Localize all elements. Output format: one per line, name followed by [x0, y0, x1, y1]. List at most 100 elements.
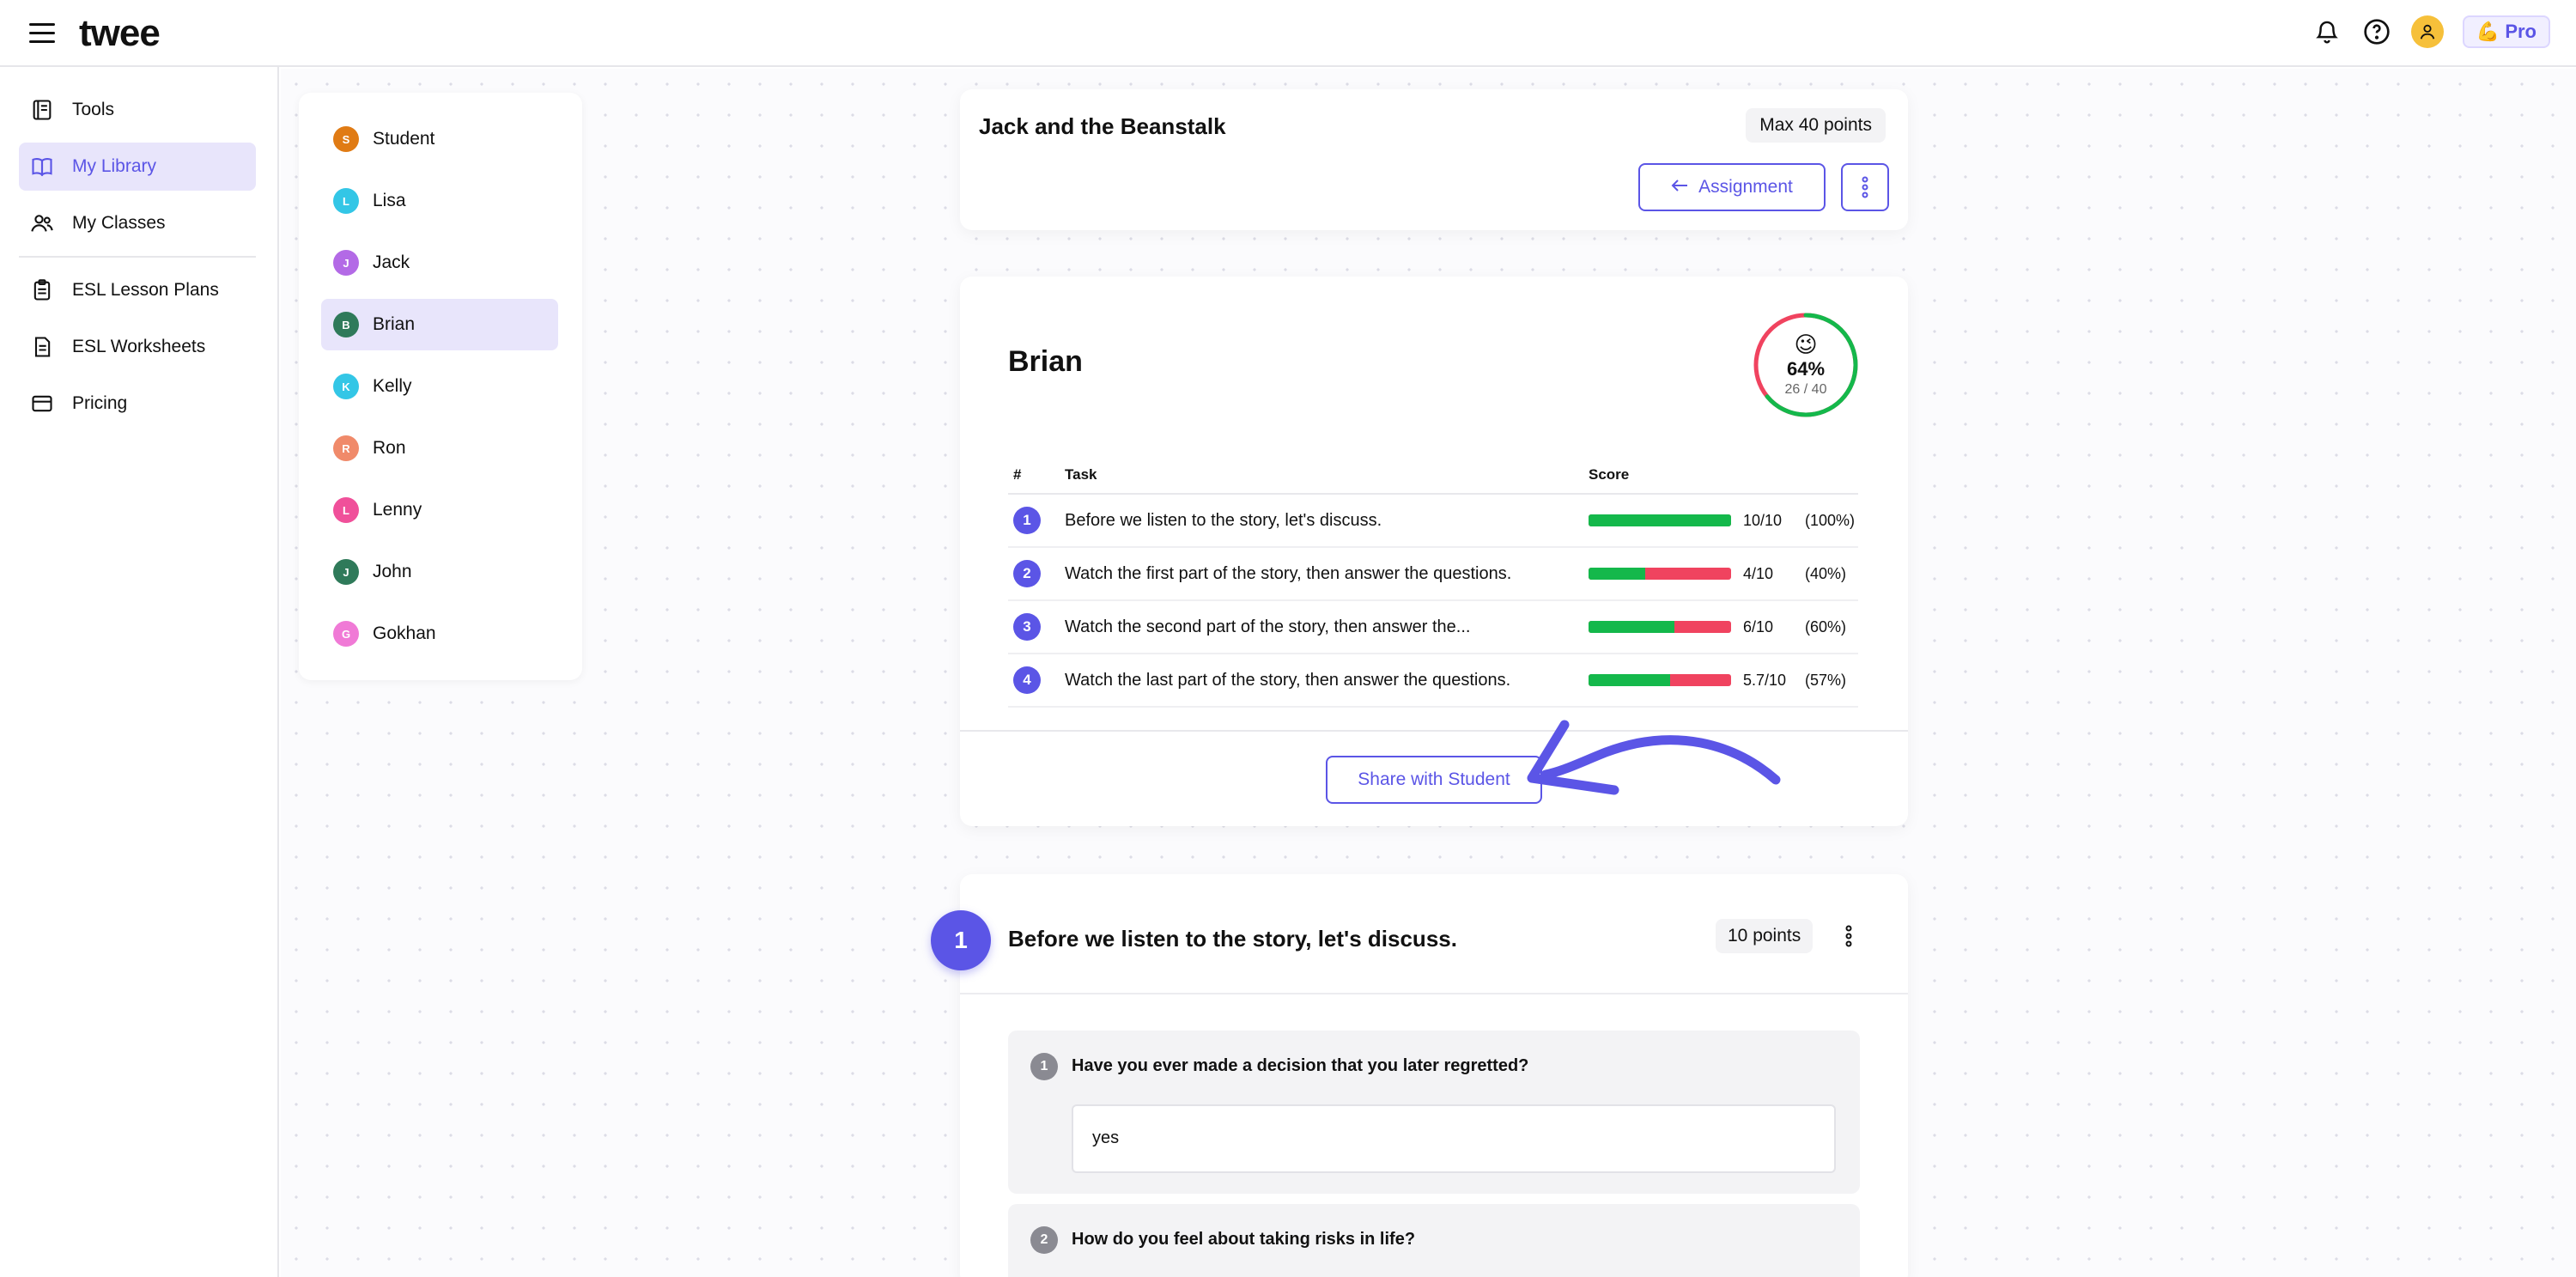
muscle-icon: 💪: [2476, 21, 2500, 42]
kebab-icon: [1862, 176, 1868, 198]
sidebar: Tools My Library My Classes ESL Lesson P…: [0, 67, 279, 1277]
task-name: Watch the second part of the story, then…: [1065, 617, 1471, 636]
top-actions: 💪 Pro: [2312, 15, 2550, 48]
student-item[interactable]: B Brian: [321, 299, 558, 350]
student-avatar: G: [333, 621, 359, 647]
score-bar-fill: [1589, 621, 1674, 633]
credit-card-icon: [29, 391, 55, 417]
score-percent-cell: (60%): [1805, 617, 1847, 635]
student-avatar: K: [333, 374, 359, 399]
student-name: Lisa: [373, 191, 406, 210]
sidebar-item-my-library[interactable]: My Library: [19, 143, 256, 191]
pro-badge[interactable]: 💪 Pro: [2462, 15, 2550, 48]
student-item[interactable]: G Gokhan: [321, 608, 558, 660]
arrow-left-icon: [1671, 177, 1688, 198]
back-to-assignment-button[interactable]: Assignment: [1638, 163, 1826, 211]
sidebar-item-label: Pricing: [72, 393, 128, 413]
kebab-icon: [1845, 925, 1852, 947]
score-points: 5.7/10: [1743, 671, 1787, 689]
student-name: Lenny: [373, 500, 422, 520]
more-options-button[interactable]: [1841, 163, 1889, 211]
score-points: 6/10: [1743, 617, 1774, 635]
report-divider: [960, 730, 1908, 732]
assignment-button-label: Assignment: [1698, 177, 1793, 197]
student-avatar: L: [333, 188, 359, 214]
score-bar-fill: [1589, 674, 1670, 686]
question-block: 2 How do you feel about taking risks in …: [1008, 1204, 1860, 1277]
students-panel: S Student L Lisa J Jack B Brian K Kelly …: [299, 93, 582, 680]
table-header: # Task Score: [1008, 457, 1858, 495]
help-icon[interactable]: [2361, 16, 2392, 47]
score-points: 10/10: [1743, 511, 1783, 529]
task-number-badge: 2: [1013, 560, 1041, 587]
score-bar-fill: [1589, 568, 1646, 580]
bell-icon[interactable]: [2312, 16, 2342, 47]
student-avatar: L: [333, 497, 359, 523]
student-item[interactable]: S Student: [321, 113, 558, 165]
task-number-badge: 4: [1013, 666, 1041, 694]
sidebar-item-label: ESL Lesson Plans: [72, 280, 219, 300]
student-item[interactable]: K Kelly: [321, 361, 558, 412]
score-percent: 64%: [1786, 358, 1826, 380]
menu-icon[interactable]: [29, 23, 55, 44]
student-avatar: J: [333, 250, 359, 276]
task-options-button[interactable]: [1836, 922, 1862, 950]
assignment-title: Jack and the Beanstalk: [979, 113, 1226, 139]
score-bar: [1589, 674, 1731, 686]
student-name: Gokhan: [373, 623, 436, 643]
answer-field[interactable]: yes: [1072, 1104, 1836, 1173]
task-divider: [960, 993, 1908, 994]
student-item[interactable]: R Ron: [321, 423, 558, 474]
student-avatar: R: [333, 435, 359, 461]
student-avatar: J: [333, 559, 359, 585]
question-text: Have you ever made a decision that you l…: [1072, 1056, 1529, 1075]
pro-label: Pro: [2505, 21, 2537, 42]
share-with-student-button[interactable]: Share with Student: [1326, 756, 1542, 804]
student-name: John: [373, 562, 412, 581]
logo[interactable]: twee: [79, 12, 161, 54]
task-name: Watch the first part of the story, then …: [1065, 563, 1512, 583]
score-percent-cell: (40%): [1805, 564, 1847, 582]
score-fraction: 26 / 40: [1784, 382, 1827, 397]
table-row[interactable]: 1 Before we listen to the story, let's d…: [1008, 495, 1858, 548]
task-number-badge: 3: [1013, 613, 1041, 641]
score-bar: [1589, 621, 1731, 633]
user-avatar[interactable]: [2410, 15, 2444, 48]
table-row[interactable]: 4 Watch the last part of the story, then…: [1008, 654, 1858, 708]
max-points-badge: Max 40 points: [1746, 108, 1886, 143]
question-block: 1 Have you ever made a decision that you…: [1008, 1031, 1860, 1194]
sidebar-item-my-classes[interactable]: My Classes: [19, 199, 256, 247]
sidebar-item-tools[interactable]: Tools: [19, 86, 256, 134]
task-number-badge: 1: [1013, 507, 1041, 534]
book-open-icon: [29, 97, 55, 123]
header-task: Task: [1065, 466, 1097, 483]
student-name: Ron: [373, 438, 406, 458]
header-num: #: [1013, 466, 1022, 483]
student-item[interactable]: J John: [321, 546, 558, 598]
student-name: Jack: [373, 252, 410, 272]
report-student-name: Brian: [1008, 345, 1083, 378]
task-points-badge: 10 points: [1716, 919, 1814, 953]
sidebar-item-esl-lesson-plans[interactable]: ESL Lesson Plans: [19, 266, 256, 314]
student-item[interactable]: J Jack: [321, 237, 558, 289]
score-percent-cell: (100%): [1805, 511, 1856, 529]
top-bar: twee 💪 Pro: [0, 0, 2576, 67]
score-percent-cell: (57%): [1805, 671, 1847, 689]
users-icon: [29, 210, 55, 236]
student-name: Student: [373, 129, 435, 149]
student-avatar: S: [333, 126, 359, 152]
wink-emoji-icon: 😉: [1794, 331, 1818, 357]
sidebar-item-pricing[interactable]: Pricing: [19, 380, 256, 428]
table-row[interactable]: 2 Watch the first part of the story, the…: [1008, 548, 1858, 601]
student-item[interactable]: L Lenny: [321, 484, 558, 536]
table-row[interactable]: 3 Watch the second part of the story, th…: [1008, 601, 1858, 654]
question-text: How do you feel about taking risks in li…: [1072, 1230, 1416, 1249]
sidebar-item-esl-worksheets[interactable]: ESL Worksheets: [19, 323, 256, 371]
student-item[interactable]: L Lisa: [321, 175, 558, 227]
task-number-circle: 1: [931, 910, 991, 970]
score-table: # Task Score 1 Before we listen to the s…: [1008, 457, 1858, 708]
assignment-header-card: Jack and the Beanstalk Max 40 points Ass…: [960, 89, 1908, 230]
question-number-badge: 1: [1030, 1053, 1058, 1080]
header-score: Score: [1589, 466, 1630, 483]
sidebar-item-label: Tools: [72, 100, 115, 119]
